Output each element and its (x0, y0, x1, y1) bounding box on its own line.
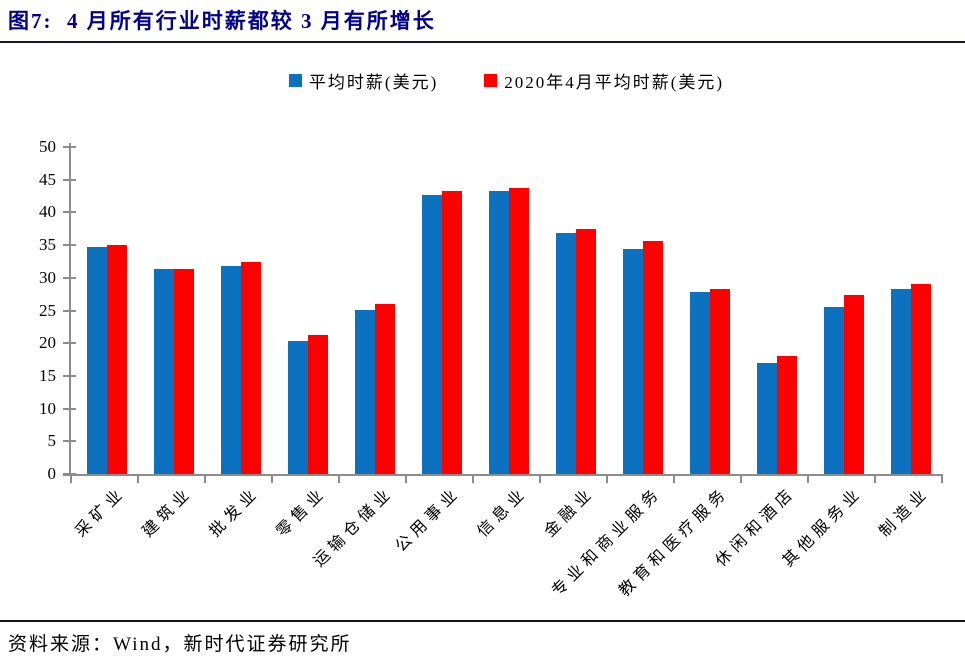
x-axis-label: 制造业 (875, 484, 933, 541)
bar-april-2020 (709, 288, 730, 474)
legend-swatch-red-icon (484, 74, 498, 87)
y-axis-label: 35 (39, 235, 56, 255)
bar-average (354, 309, 375, 474)
x-axis-label: 休闲和酒店 (712, 484, 799, 571)
bar-average (555, 233, 576, 474)
bar-april-2020 (843, 295, 864, 474)
y-axis-label: 10 (39, 398, 56, 418)
y-axis-tick (63, 473, 76, 475)
x-axis-tick (70, 474, 72, 483)
y-axis-label: 15 (39, 365, 56, 385)
bar-april-2020 (374, 303, 395, 474)
y-axis-label: 40 (39, 202, 56, 222)
y-axis-tick (63, 407, 76, 410)
title-divider (0, 41, 965, 43)
bar-april-2020 (240, 262, 261, 474)
y-axis-tick (63, 440, 76, 443)
bar-april-2020 (106, 245, 127, 474)
x-axis-label: 信息业 (473, 484, 531, 541)
source-note: 资料来源：Wind，新时代证券研究所 (8, 629, 351, 656)
x-axis-label: 运输仓储业 (310, 484, 397, 571)
bar-average (689, 291, 710, 474)
x-axis-tick (405, 474, 407, 483)
x-axis-tick (874, 474, 876, 483)
x-axis-tick (472, 474, 474, 483)
legend-label-average: 平均时薪(美元) (308, 73, 439, 92)
bar-april-2020 (441, 190, 462, 474)
legend-item-average: 平均时薪(美元) (288, 68, 439, 93)
bar-april-2020 (642, 241, 663, 474)
x-axis-tick (606, 474, 608, 483)
y-axis-label: 50 (39, 137, 56, 156)
y-axis-tick (63, 178, 76, 181)
bar-average (823, 306, 844, 474)
bar-average (488, 190, 509, 474)
bar-april-2020 (508, 187, 529, 474)
x-axis-label: 教育和医疗服务 (615, 484, 732, 600)
bar-april-2020 (910, 283, 931, 474)
x-axis-label: 建筑业 (138, 484, 196, 541)
y-axis-label: 5 (47, 431, 57, 451)
y-axis-tick (63, 342, 76, 345)
y-axis-tick (63, 211, 76, 214)
x-axis-label: 金融业 (540, 484, 598, 541)
x-axis-tick (941, 474, 943, 483)
y-axis-label: 25 (39, 300, 56, 320)
y-axis-tick (63, 276, 76, 279)
x-axis-tick (271, 474, 273, 483)
legend-swatch-blue-icon (288, 74, 302, 87)
x-axis-label: 公用事业 (392, 484, 464, 556)
y-axis-tick (63, 309, 76, 312)
bar-april-2020 (575, 229, 596, 474)
figure-title: 图7: 4 月所有行业时薪都较 3 月有所增长 (8, 9, 436, 33)
x-axis-tick (740, 474, 742, 483)
x-axis-tick (137, 474, 139, 483)
chart-legend: 平均时薪(美元) 2020年4月平均时薪(美元) (71, 68, 942, 93)
bar-average (421, 195, 442, 474)
source-label: 资料来源： (8, 634, 114, 655)
y-axis-label: 45 (39, 169, 56, 189)
bar-april-2020 (173, 268, 194, 474)
bar-april-2020 (776, 355, 797, 474)
bar-average (220, 266, 241, 474)
bar-average (287, 341, 308, 474)
bar-average (153, 269, 174, 474)
x-axis-tick (204, 474, 206, 483)
x-axis-tick (673, 474, 675, 483)
source-text: Wind，新时代证券研究所 (113, 634, 352, 655)
bar-average (86, 247, 107, 474)
legend-item-april-2020: 2020年4月平均时薪(美元) (484, 68, 724, 93)
y-axis-label: 20 (39, 333, 56, 353)
bar-average (622, 249, 643, 474)
y-axis-label: 0 (47, 464, 57, 483)
x-axis-label: 专业和商业服务 (548, 484, 665, 600)
bar-april-2020 (307, 335, 328, 474)
x-axis-label: 零售业 (272, 484, 330, 541)
footer-divider (0, 620, 965, 622)
x-axis-label: 批发业 (205, 484, 263, 541)
x-axis-tick (539, 474, 541, 483)
x-axis-label: 其他服务业 (779, 484, 866, 571)
bar-average (890, 288, 911, 474)
y-axis-tick (63, 244, 76, 247)
y-axis-tick (63, 374, 76, 377)
legend-label-april-2020: 2020年4月平均时薪(美元) (504, 73, 725, 92)
x-axis-line (63, 474, 943, 476)
x-axis-tick (807, 474, 809, 483)
y-axis-label: 30 (39, 267, 56, 287)
y-axis-tick (63, 146, 76, 148)
bar-average (756, 363, 777, 474)
x-axis-tick (338, 474, 340, 483)
